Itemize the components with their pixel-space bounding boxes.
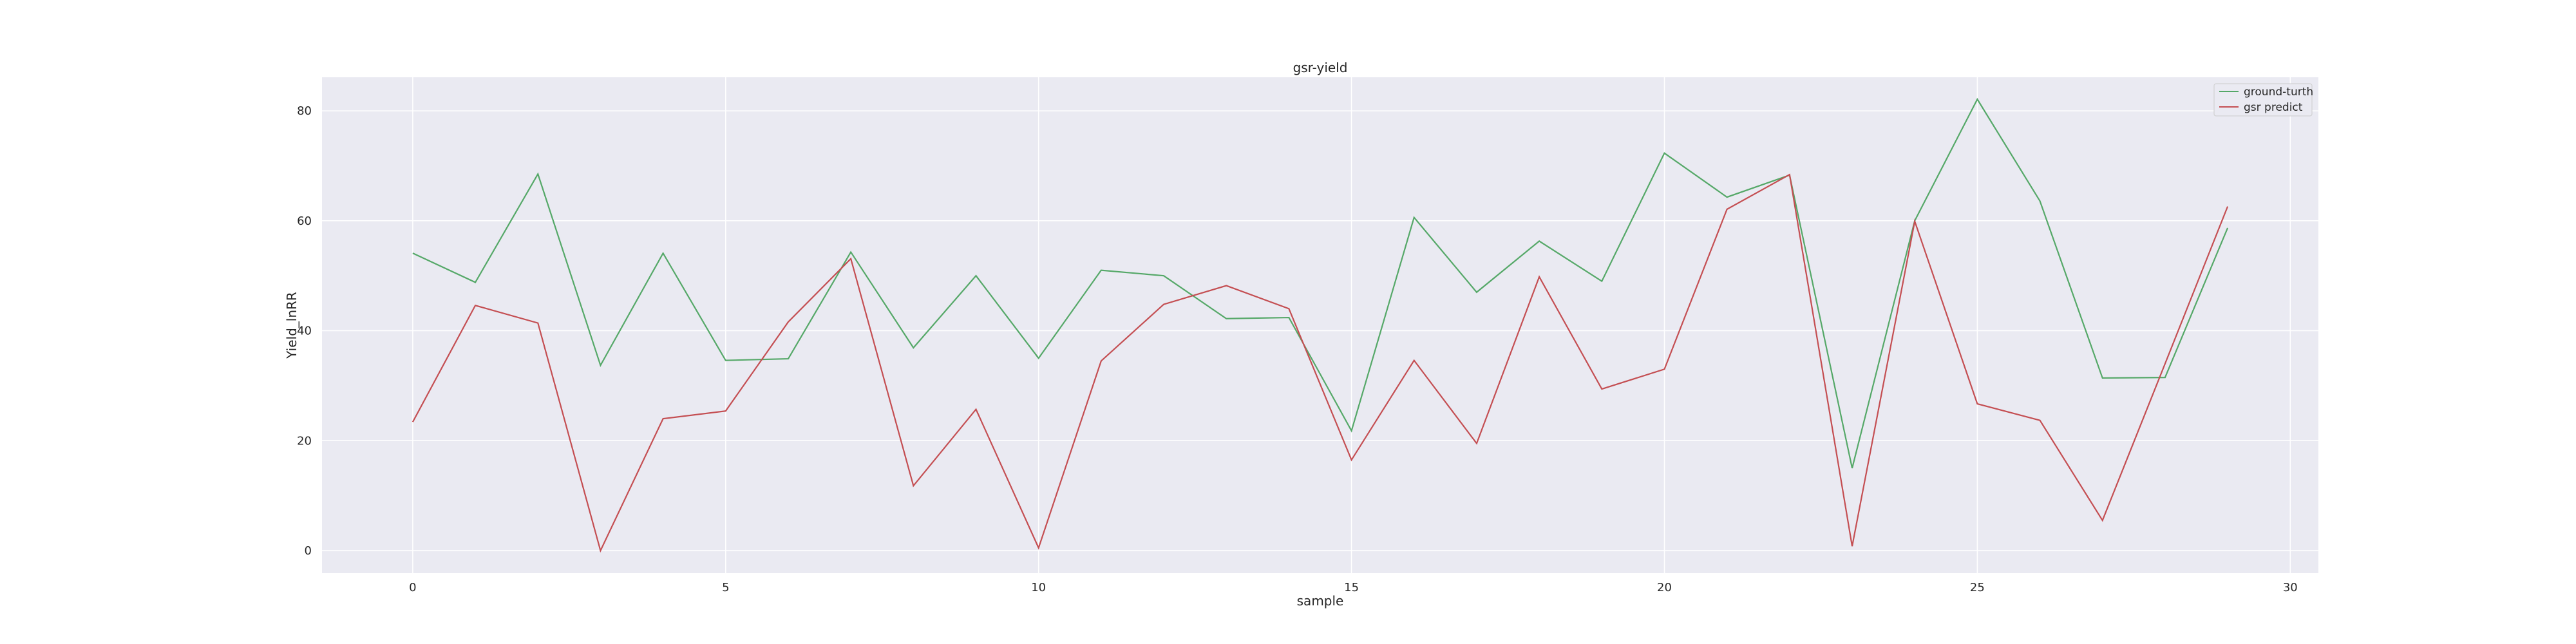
legend-label-ground-turth: ground-turth	[2244, 86, 2313, 99]
x-tick-label: 15	[1344, 581, 1359, 594]
series-line-ground-turth	[412, 97, 2229, 469]
plot-area	[322, 77, 2318, 573]
y-tick-label: 40	[297, 325, 312, 338]
series-lines	[412, 97, 2229, 553]
x-axis-label: sample	[1297, 593, 1344, 609]
grid	[322, 77, 2318, 573]
y-tick-label: 0	[305, 544, 312, 558]
series-line-gsr-predict	[412, 173, 2229, 553]
x-tick-label: 30	[2283, 581, 2298, 594]
y-tick-label: 60	[297, 214, 312, 228]
x-tick-label: 0	[409, 581, 416, 594]
x-tick-label: 25	[1970, 581, 1985, 594]
legend-label-gsr-predict: gsr predict	[2244, 101, 2303, 114]
chart-title: gsr-yield	[1293, 60, 1348, 75]
y-tick-label: 20	[297, 434, 312, 448]
y-tick-label: 80	[297, 104, 312, 118]
x-tick-label: 5	[722, 581, 729, 594]
y-axis-label: Yield_lnRR	[284, 292, 299, 359]
y-tick-labels: 0 20 40 60 80	[297, 104, 312, 558]
legend: ground-turth gsr predict	[2213, 83, 2313, 117]
x-tick-label: 20	[1657, 581, 1672, 594]
x-tick-label: 10	[1031, 581, 1046, 594]
x-tick-labels: 0 5 10 15 20 25 30	[409, 581, 2298, 594]
